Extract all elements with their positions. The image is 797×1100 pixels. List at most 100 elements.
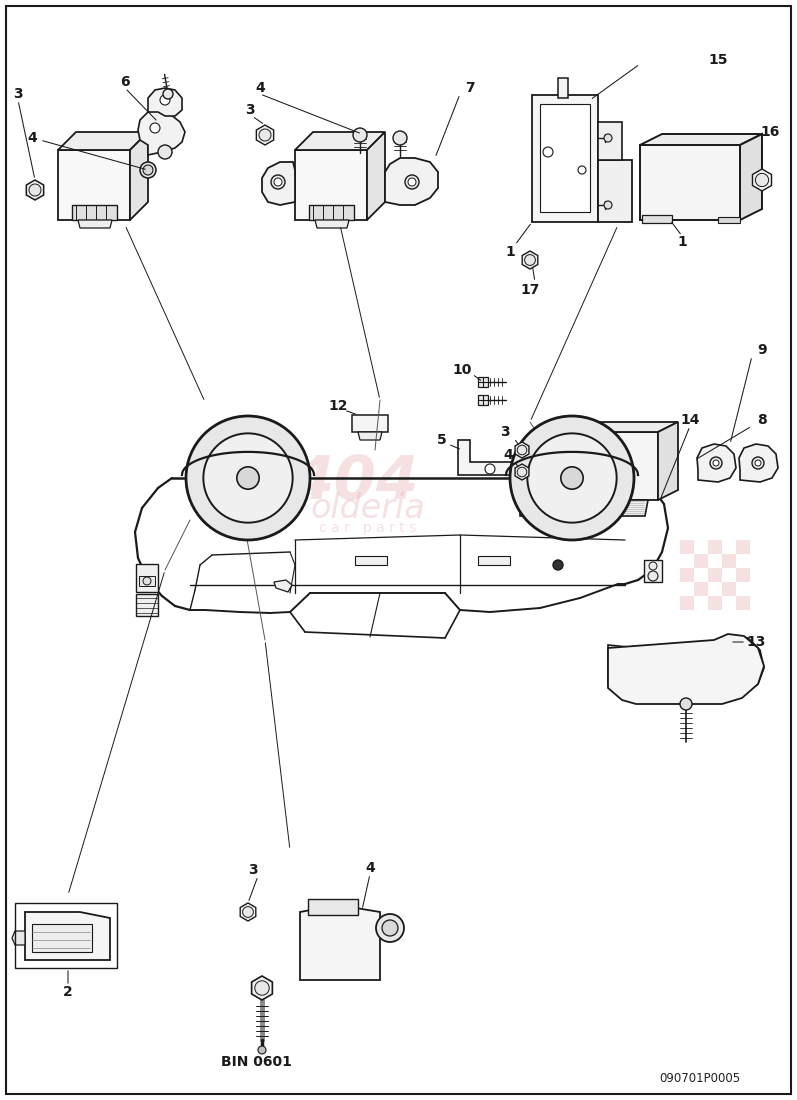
Polygon shape — [315, 220, 349, 228]
Bar — [722, 568, 736, 582]
Polygon shape — [295, 150, 367, 220]
Polygon shape — [558, 422, 678, 432]
Bar — [642, 214, 672, 223]
Polygon shape — [515, 464, 529, 480]
Circle shape — [143, 165, 153, 175]
Bar — [736, 554, 750, 568]
Polygon shape — [148, 88, 182, 116]
Circle shape — [393, 131, 407, 145]
Circle shape — [160, 95, 170, 104]
Text: 3: 3 — [245, 103, 255, 117]
Circle shape — [150, 123, 160, 133]
Text: 3: 3 — [14, 87, 23, 101]
Bar — [708, 554, 722, 568]
Polygon shape — [558, 432, 658, 500]
Text: BIN 0601: BIN 0601 — [221, 1055, 292, 1069]
Polygon shape — [658, 422, 678, 501]
Polygon shape — [697, 444, 736, 482]
Polygon shape — [640, 145, 740, 220]
Circle shape — [517, 446, 527, 454]
Circle shape — [510, 416, 634, 540]
Circle shape — [649, 562, 657, 570]
Bar — [72, 205, 117, 220]
Bar — [708, 568, 722, 582]
Polygon shape — [252, 976, 273, 1000]
Circle shape — [543, 147, 553, 157]
Polygon shape — [352, 415, 388, 432]
Text: 1: 1 — [677, 235, 687, 249]
Polygon shape — [295, 132, 385, 150]
Text: 404: 404 — [291, 452, 418, 512]
Bar — [722, 596, 736, 611]
Polygon shape — [598, 122, 622, 160]
Polygon shape — [262, 162, 295, 205]
Text: 2: 2 — [63, 984, 73, 999]
Polygon shape — [300, 905, 380, 980]
Bar — [722, 540, 736, 554]
Text: 8: 8 — [757, 412, 767, 427]
Text: 4: 4 — [255, 81, 265, 95]
Circle shape — [561, 466, 583, 490]
Bar — [32, 924, 92, 952]
Circle shape — [353, 128, 367, 142]
Text: 5: 5 — [437, 433, 447, 447]
Polygon shape — [640, 134, 762, 145]
Text: 9: 9 — [757, 343, 767, 358]
Bar — [722, 554, 736, 568]
Circle shape — [648, 571, 658, 581]
Polygon shape — [515, 442, 529, 458]
Bar — [136, 594, 158, 616]
Text: 4: 4 — [365, 861, 375, 875]
Bar — [736, 568, 750, 582]
Polygon shape — [458, 440, 520, 475]
Bar — [680, 554, 694, 568]
Bar — [736, 540, 750, 554]
Circle shape — [752, 456, 764, 469]
Bar — [718, 217, 740, 223]
Polygon shape — [58, 150, 130, 220]
Bar — [722, 582, 736, 596]
Circle shape — [408, 178, 416, 186]
Text: 15: 15 — [709, 53, 728, 67]
Polygon shape — [520, 500, 648, 516]
Text: 090701P0005: 090701P0005 — [659, 1071, 740, 1085]
Polygon shape — [540, 104, 590, 212]
Text: c a r   p a r t s: c a r p a r t s — [320, 521, 417, 535]
Polygon shape — [138, 110, 185, 155]
Bar — [680, 582, 694, 596]
Polygon shape — [608, 635, 764, 702]
Circle shape — [553, 560, 563, 570]
Circle shape — [604, 201, 612, 209]
Polygon shape — [385, 158, 438, 205]
Circle shape — [140, 162, 156, 178]
Bar — [309, 205, 354, 220]
Text: 16: 16 — [760, 125, 779, 139]
Circle shape — [186, 416, 310, 540]
Circle shape — [163, 89, 173, 99]
Circle shape — [258, 1046, 266, 1054]
Circle shape — [604, 134, 612, 142]
Bar — [694, 540, 708, 554]
Circle shape — [29, 184, 41, 196]
Circle shape — [237, 466, 259, 490]
Polygon shape — [752, 169, 771, 191]
Bar — [680, 540, 694, 554]
Bar — [478, 395, 488, 405]
Circle shape — [405, 175, 419, 189]
Polygon shape — [608, 634, 764, 704]
Text: 7: 7 — [465, 81, 475, 95]
Bar — [136, 564, 158, 592]
Polygon shape — [558, 78, 568, 98]
Circle shape — [376, 914, 404, 942]
Polygon shape — [26, 180, 44, 200]
Circle shape — [680, 698, 692, 710]
Bar — [139, 576, 155, 586]
Text: 3: 3 — [248, 864, 257, 877]
Text: 3: 3 — [501, 425, 510, 439]
Text: 12: 12 — [328, 399, 347, 412]
Bar — [478, 377, 488, 387]
Polygon shape — [274, 580, 292, 592]
Circle shape — [158, 145, 172, 160]
Circle shape — [143, 578, 151, 585]
Circle shape — [259, 129, 271, 141]
